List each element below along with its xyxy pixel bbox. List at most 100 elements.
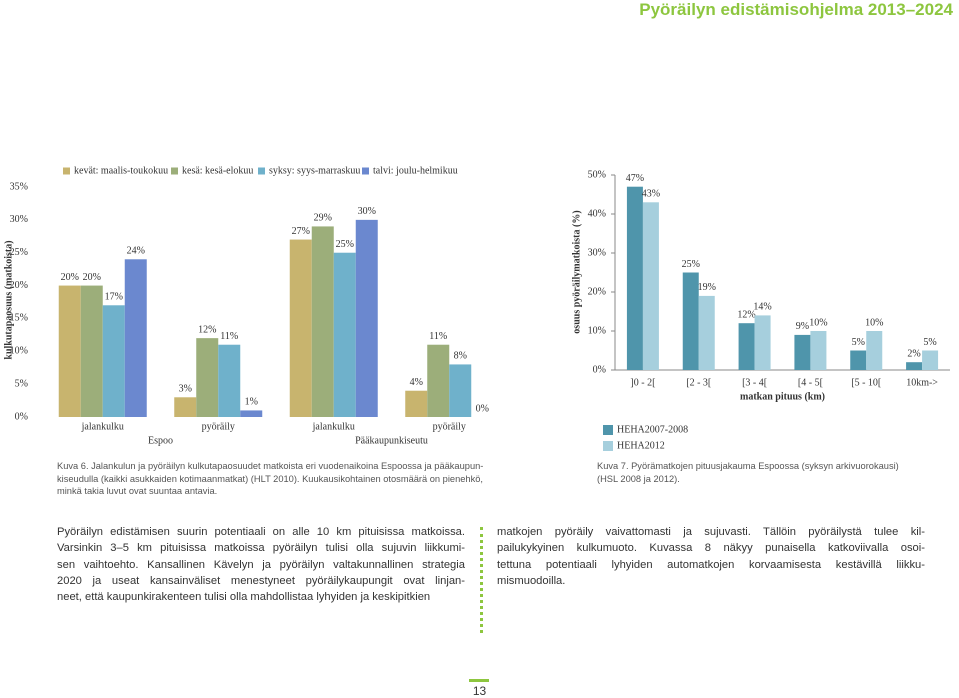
- data-label: 14%: [753, 302, 771, 313]
- legend-swatch: [603, 441, 613, 451]
- text-column: Pyöräilyn edistämisen suurin potentiaali…: [57, 524, 465, 605]
- caption: Kuva 6. Jalankulun ja pyöräilyn kulkutap…: [57, 460, 483, 498]
- y-tick-label: 20%: [10, 280, 28, 291]
- text-line: Varsinkin 3–5 km pituisissa matkoissa py…: [57, 542, 465, 555]
- bar: [174, 397, 197, 417]
- data-label: 20%: [61, 272, 79, 283]
- y-tick-label: 15%: [10, 313, 28, 324]
- data-label: 2%: [907, 348, 920, 359]
- bar: [922, 350, 939, 370]
- y-tick-label: 5%: [15, 378, 28, 389]
- bar: [427, 344, 450, 417]
- x-tick-label: ]0 - 2[: [630, 377, 655, 388]
- y-tick-label: 0%: [15, 411, 28, 422]
- bar: [642, 202, 659, 370]
- x-tick-label: pyöräily: [433, 421, 466, 432]
- text-line: sen vaihtoehto. Kansallinen Kävelyn ja p…: [57, 558, 465, 571]
- y-tick-label: 10%: [588, 325, 606, 336]
- text-line: Pyöräilyn edistämisen suurin potentiaali…: [57, 526, 465, 538]
- bar: [810, 331, 827, 370]
- text-line: pailukykyinen kulkumuoto. Kuvassa 8 näky…: [497, 542, 925, 555]
- data-label: 12%: [737, 309, 755, 320]
- y-axis-label: kulkutapaosuus (matkoista): [3, 240, 14, 359]
- data-label: 1%: [245, 397, 258, 408]
- data-label: 4%: [410, 377, 423, 388]
- data-label: 47%: [626, 173, 644, 184]
- text-line: Kuva 6. Jalankulun ja pyöräilyn kulkutap…: [57, 461, 484, 471]
- data-label: 20%: [83, 272, 101, 283]
- text-line: tettuna potentiaali lyhyiden automatkoje…: [497, 558, 925, 571]
- data-label: 5%: [923, 337, 936, 348]
- legend-label: syksy: syys-marraskuu: [269, 165, 360, 176]
- data-label: 24%: [127, 246, 145, 257]
- bar: [240, 410, 263, 417]
- bar: [355, 219, 378, 417]
- group-label: Espoo: [148, 435, 173, 446]
- bar: [866, 331, 883, 370]
- data-label: 9%: [796, 321, 809, 332]
- separator: [480, 527, 483, 633]
- x-tick-label: pyöräily: [202, 421, 235, 432]
- y-tick-label: 0%: [593, 364, 606, 375]
- data-label: 12%: [198, 324, 216, 335]
- y-tick-label: 30%: [10, 214, 28, 225]
- legend-label: kesä: kesä-elokuu: [182, 165, 253, 176]
- data-label: 11%: [429, 331, 447, 342]
- legend-swatch: [63, 167, 70, 175]
- bar: [906, 362, 923, 370]
- text-line: neet, että kaupunkirakenteen tulisi olla…: [57, 591, 431, 604]
- bar: [333, 252, 356, 417]
- bar: [449, 364, 472, 417]
- bar: [794, 334, 811, 370]
- legend-label: HEHA2012: [617, 440, 665, 451]
- y-tick-label: 20%: [588, 286, 606, 297]
- x-axis-label: matkan pituus (km): [740, 391, 825, 402]
- data-label: 3%: [179, 384, 192, 395]
- x-tick-label: [4 - 5[: [798, 377, 823, 388]
- legend-label: talvi: joulu-helmikuu: [373, 165, 458, 176]
- y-tick-label: 25%: [10, 247, 28, 258]
- data-label: 30%: [358, 206, 376, 217]
- data-label: 29%: [314, 213, 332, 224]
- x-tick-label: [2 - 3[: [686, 377, 711, 388]
- bar: [754, 315, 771, 370]
- text-column: matkojen pyöräily vaivattomasti ja sujuv…: [497, 524, 925, 589]
- bar: [850, 350, 867, 370]
- data-label: 17%: [105, 292, 123, 303]
- y-tick-label: 50%: [588, 169, 606, 180]
- group-label: Pääkaupunkiseutu: [355, 435, 428, 446]
- legend-swatch: [171, 167, 178, 175]
- data-label: 27%: [292, 226, 310, 237]
- y-tick-label: 30%: [588, 247, 606, 258]
- bar: [738, 323, 755, 370]
- text-line: 2020 ja useat kansainväliset menestyneet…: [57, 574, 465, 587]
- legend-swatch: [362, 167, 369, 175]
- bar: [102, 305, 125, 417]
- bar: [698, 295, 715, 370]
- bar: [218, 344, 241, 417]
- text-line: matkojen pyöräily vaivattomasti ja sujuv…: [497, 526, 925, 538]
- text-line: mismuodoilla.: [497, 574, 566, 587]
- y-tick-label: 10%: [10, 346, 28, 357]
- data-label: 43%: [642, 189, 660, 200]
- legend-swatch: [603, 425, 613, 435]
- data-label: 8%: [454, 351, 467, 362]
- bar: [80, 285, 103, 417]
- bar: [289, 239, 312, 417]
- data-label: 5%: [852, 337, 865, 348]
- x-tick-label: [3 - 4[: [742, 377, 767, 388]
- data-label: 10%: [865, 317, 883, 328]
- data-label: 11%: [220, 331, 238, 342]
- page-number: 13: [472, 684, 487, 698]
- data-label: 25%: [682, 259, 700, 270]
- page-bar: [469, 679, 489, 682]
- y-tick-label: 40%: [588, 208, 606, 219]
- legend-label: kevät: maalis-toukokuu: [74, 165, 168, 176]
- header-title: Pyöräilyn edistämisohjelma 2013–2024: [639, 0, 953, 19]
- x-tick-label: [5 - 10[: [851, 377, 881, 388]
- bar: [58, 285, 81, 417]
- text-line: (HSL 2008 ja 2012).: [597, 473, 680, 484]
- x-tick-label: 10km->: [906, 377, 938, 388]
